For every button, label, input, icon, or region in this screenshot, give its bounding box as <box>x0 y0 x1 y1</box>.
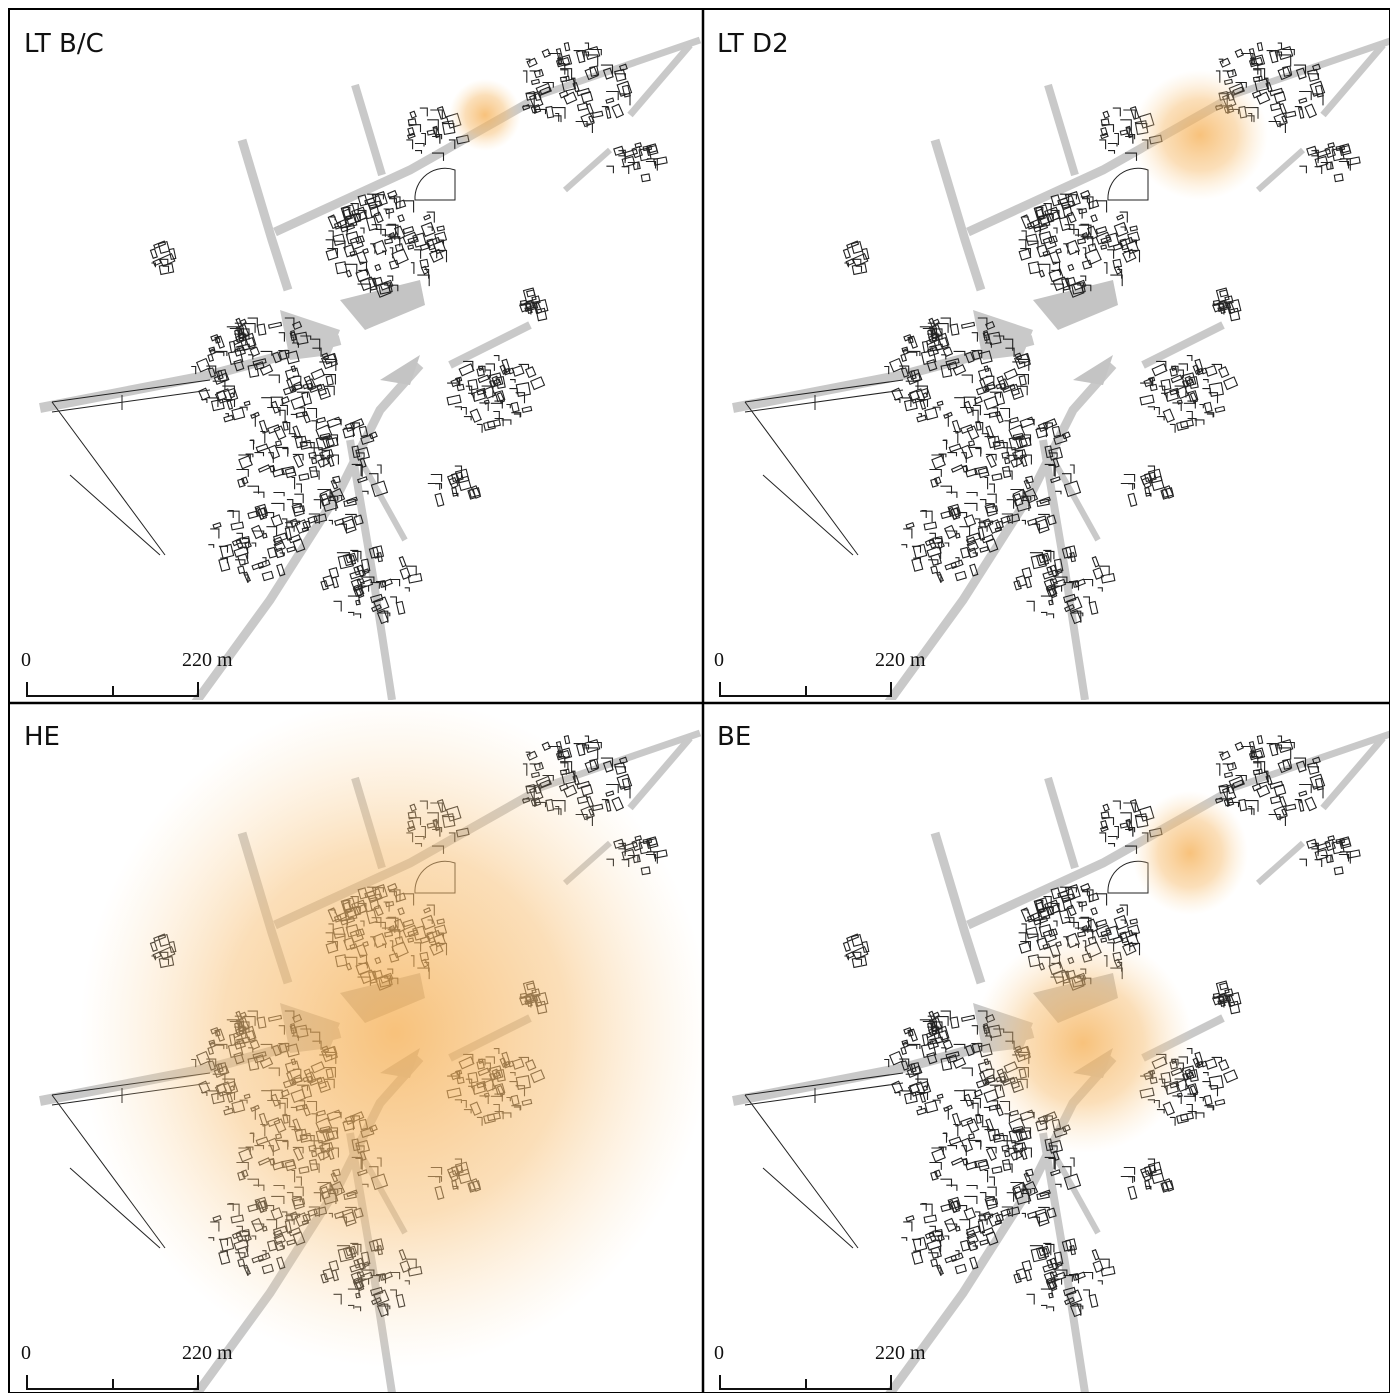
panel-label: LT B/C <box>24 29 104 59</box>
scale-bar <box>719 1375 892 1390</box>
scale-bar <box>26 682 199 697</box>
density-hotspot <box>80 703 703 1368</box>
panel-label: BE <box>717 722 751 752</box>
scale-end: 220 m <box>182 1342 233 1364</box>
map-panel: LT D2 0 220 m <box>714 29 1390 710</box>
base-map <box>733 40 1390 710</box>
density-hotspot <box>973 933 1193 1153</box>
map-panel: BE 0 220 m <box>714 722 1390 1393</box>
scale-end: 220 m <box>875 1342 926 1364</box>
density-hotspot <box>449 79 521 151</box>
scale-start: 0 <box>21 649 31 671</box>
panel-content <box>40 40 700 710</box>
scale-start: 0 <box>714 649 724 671</box>
scale-start: 0 <box>21 1342 31 1364</box>
density-hotspot <box>1132 791 1248 915</box>
scale-bar <box>719 682 892 697</box>
scale-bar <box>26 1375 199 1390</box>
panel-content <box>40 703 703 1393</box>
density-hotspot <box>1132 70 1268 200</box>
scale-end: 220 m <box>182 649 233 671</box>
scale-start: 0 <box>714 1342 724 1364</box>
scale-end: 220 m <box>875 649 926 671</box>
panel-label: LT D2 <box>717 29 789 59</box>
panel-content <box>733 40 1390 710</box>
map-panel: HE 0 220 m <box>21 703 703 1393</box>
frame <box>8 8 1390 1393</box>
map-panel: LT B/C 0 220 m <box>21 29 700 710</box>
panel-label: HE <box>24 722 60 752</box>
panel-content <box>733 733 1390 1393</box>
base-map <box>40 40 700 710</box>
